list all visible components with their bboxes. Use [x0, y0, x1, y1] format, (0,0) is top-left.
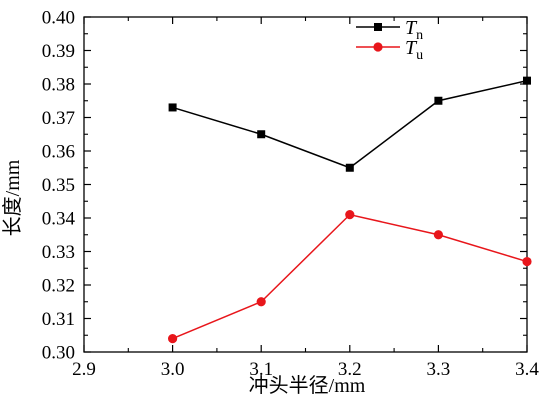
y-tick-label: 0.38: [42, 75, 75, 96]
plot-border: [83, 16, 528, 353]
legend-marker: [373, 42, 383, 52]
y-tick-label: 0.35: [42, 175, 75, 196]
y-tick-label: 0.37: [42, 108, 75, 129]
series-Tu: [168, 210, 532, 344]
plot-frame: [83, 16, 528, 353]
data-point-Tn: [434, 96, 443, 105]
data-point-Tu: [168, 334, 178, 344]
data-point-Tn: [523, 76, 531, 85]
legend-item-Tu: Tu: [356, 37, 423, 63]
data-series: [168, 76, 532, 344]
x-tick-label: 3.3: [427, 359, 451, 380]
x-tick-label: 3.4: [515, 359, 539, 380]
y-tick-label: 0.32: [42, 276, 75, 297]
y-tick-label: 0.34: [42, 209, 76, 230]
legend-marker: [374, 23, 382, 31]
series-line-Tn: [172, 79, 528, 169]
legend-label-main: T: [405, 17, 418, 39]
x-tick-label: 3.1: [249, 359, 273, 380]
x-tick-label: 3.2: [338, 359, 362, 380]
y-tick-label: 0.39: [42, 41, 75, 62]
legend-label-main: T: [405, 37, 418, 59]
data-point-Tu: [433, 230, 443, 240]
x-axis-title: 冲头半径/mm: [249, 374, 366, 397]
data-point-Tn: [168, 103, 177, 112]
y-axis-title: 长度/mm: [1, 159, 24, 236]
x-tick-label: 2.9: [72, 359, 96, 380]
legend-label-sub: u: [416, 48, 423, 63]
data-point-Tn: [257, 130, 266, 139]
axis-ticks: [83, 16, 528, 353]
x-tick-label: 3.0: [161, 359, 185, 380]
y-tick-label: 0.40: [42, 8, 75, 29]
legend-item-Tn: Tn: [356, 17, 423, 43]
axis-tick-labels: 2.9 3.0 3.1 3.2 3.3 3.4 0.30 0.31 0.32 0.33 0.34 0.…: [42, 8, 540, 381]
legend-label: Tu: [405, 37, 423, 63]
y-tick-label: 0.30: [42, 343, 75, 364]
legend-label-sub: n: [416, 28, 423, 43]
series-Tn: [168, 76, 531, 172]
legend-label: Tn: [405, 17, 423, 43]
data-point-Tn: [345, 163, 354, 172]
data-point-Tu: [256, 297, 266, 307]
y-tick-label: 0.31: [42, 309, 75, 330]
data-point-Tu: [345, 210, 355, 220]
y-tick-label: 0.33: [42, 242, 75, 263]
y-tick-label: 0.36: [42, 142, 75, 163]
series-line-Tu: [172, 213, 528, 340]
data-point-Tu: [522, 256, 532, 267]
